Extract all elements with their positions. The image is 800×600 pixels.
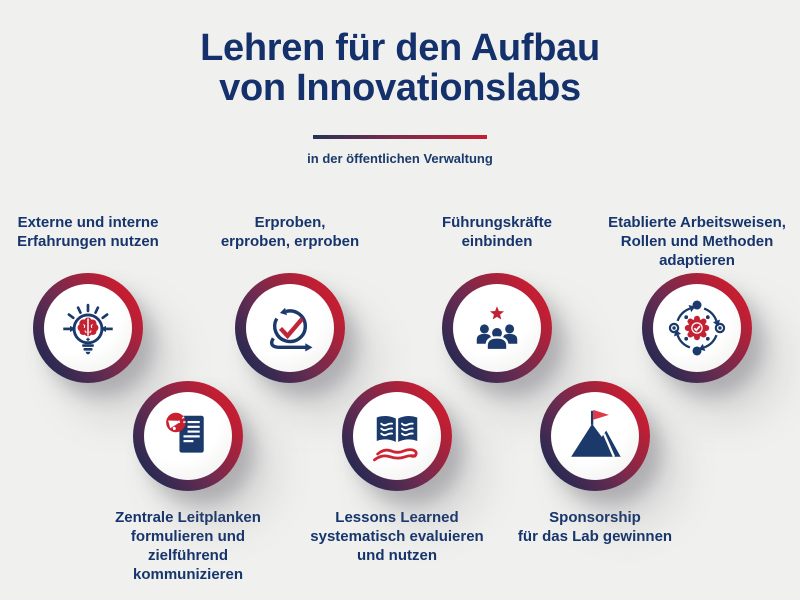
mountain-flag-icon bbox=[571, 409, 621, 458]
lesson-label: Externe und interne Erfahrungen nutzen bbox=[17, 214, 159, 250]
lesson-label: Sponsorship für das Lab gewinnen bbox=[517, 509, 673, 545]
lesson-label: Lessons Learned systematisch evaluieren … bbox=[310, 509, 484, 564]
lesson-label: Zentrale Leitplanken formulieren und zie… bbox=[115, 509, 261, 583]
gradient-ring bbox=[540, 381, 650, 491]
circle-face bbox=[551, 392, 639, 480]
lesson-label: Etablierte Arbeitsweisen, Rollen und Met… bbox=[608, 214, 786, 269]
circle-face bbox=[144, 392, 232, 480]
lesson-label: Führungskräfte einbinden bbox=[441, 214, 552, 250]
open-book-hand-icon bbox=[373, 415, 418, 462]
lesson-label: Erproben, erproben, erproben bbox=[220, 214, 360, 250]
lightbulb-brain-icon bbox=[63, 303, 113, 355]
gradient-ring bbox=[642, 273, 752, 383]
gear-cycle-icon bbox=[668, 300, 726, 356]
team-star-icon bbox=[476, 306, 518, 352]
gradient-ring bbox=[133, 381, 243, 491]
circle-face bbox=[653, 284, 741, 372]
circle-face bbox=[453, 284, 541, 372]
circle-face bbox=[353, 392, 441, 480]
circle-face bbox=[44, 284, 132, 372]
gradient-ring bbox=[33, 273, 143, 383]
page-title: Lehren für den Aufbau von Innovationslab… bbox=[200, 27, 600, 109]
iteration-arrows-icon bbox=[269, 307, 313, 352]
gradient-ring bbox=[442, 273, 552, 383]
page-subtitle: in der öffentlichen Verwaltung bbox=[307, 151, 493, 166]
gradient-ring bbox=[342, 381, 452, 491]
circle-face bbox=[246, 284, 334, 372]
document-megaphone-icon bbox=[166, 412, 204, 453]
gradient-ring bbox=[235, 273, 345, 383]
title-divider bbox=[313, 135, 487, 139]
